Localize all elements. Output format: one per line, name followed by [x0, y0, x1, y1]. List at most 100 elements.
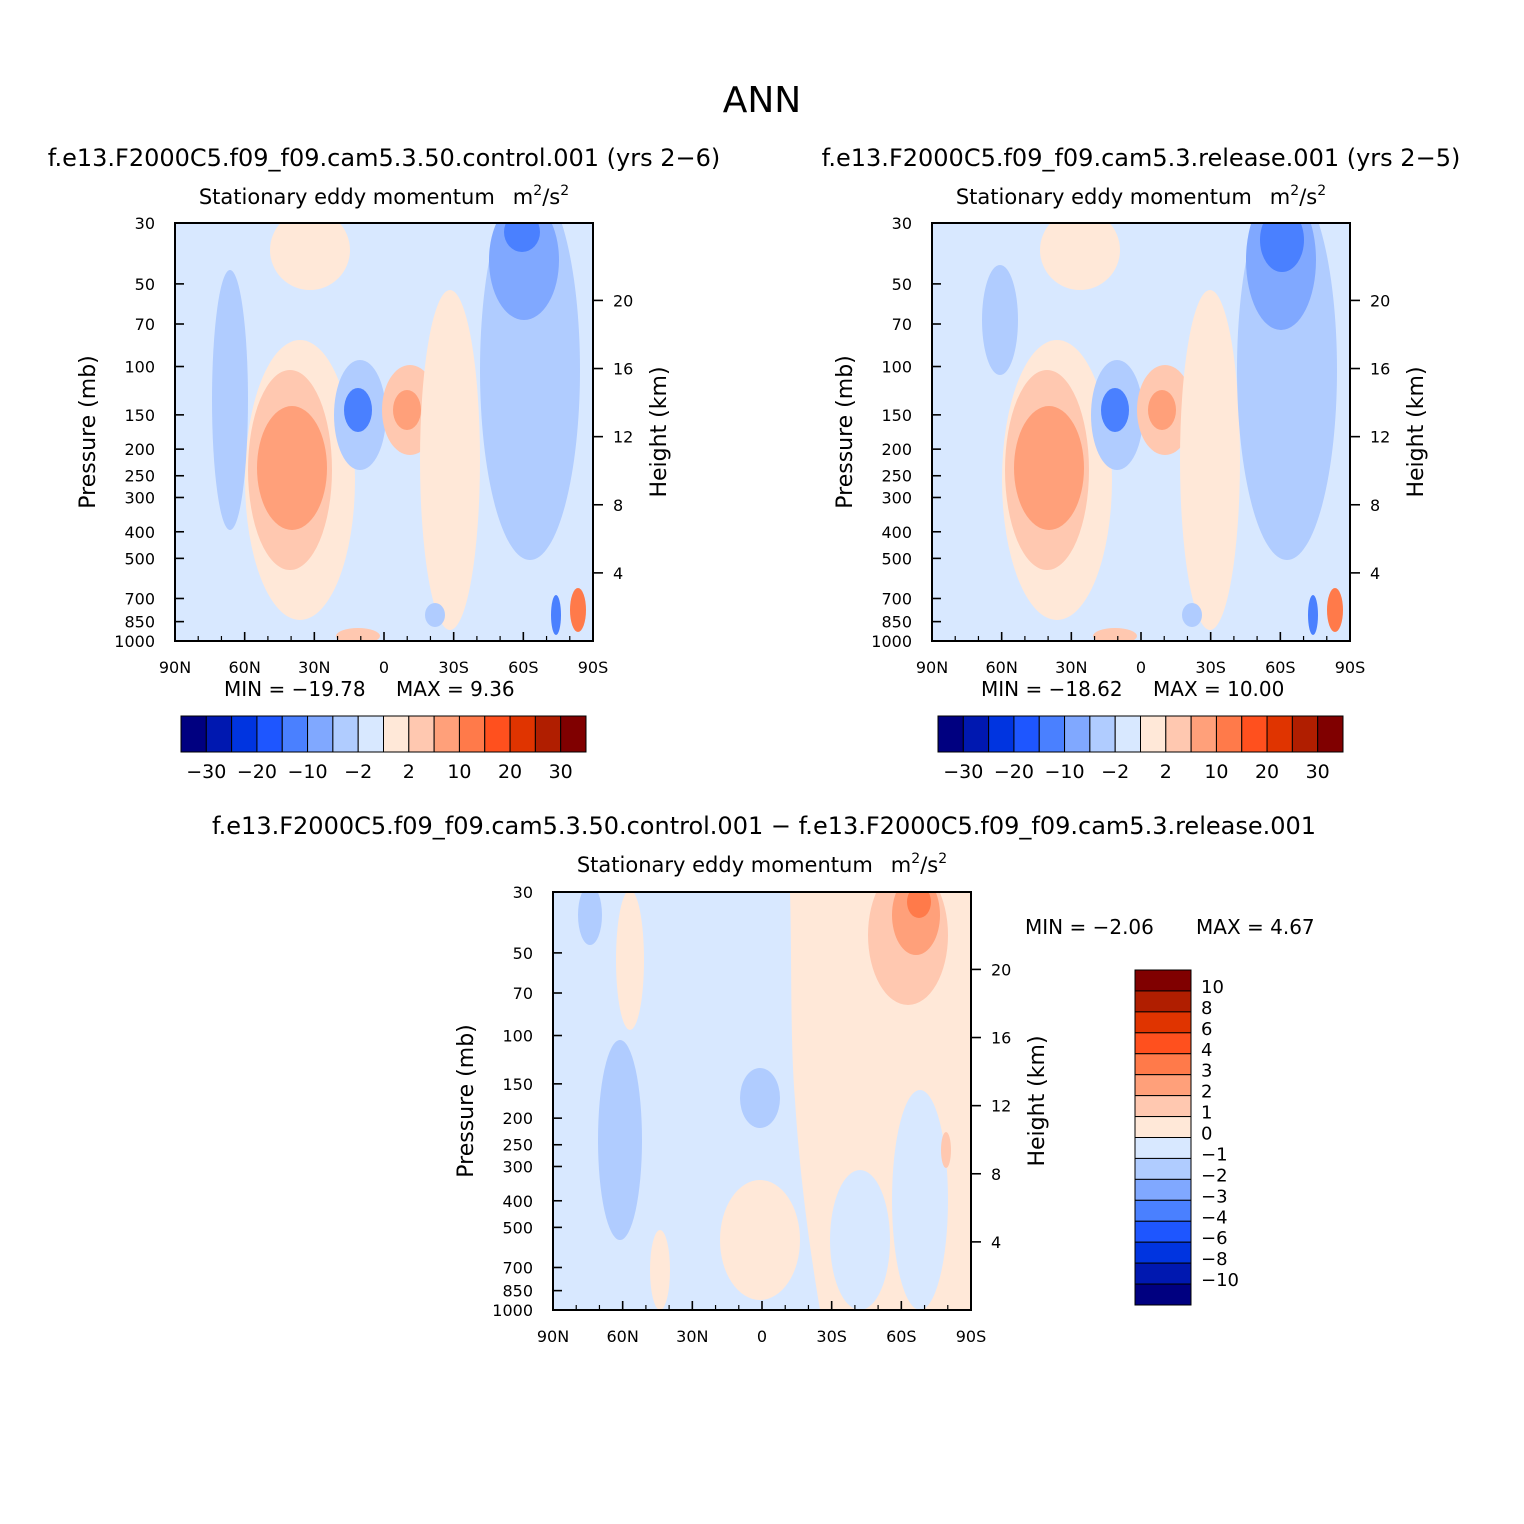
case-title: f.e13.F2000C5.f09_f09.cam5.3.release.001…	[822, 144, 1461, 172]
colorbar-label: −2	[1101, 761, 1129, 783]
x-tick-label: 0	[1136, 658, 1146, 677]
colorbar-box	[937, 715, 964, 753]
colorbar-label: −10	[1201, 1270, 1239, 1291]
x-tick-label: 60N	[229, 658, 261, 677]
y-tick-label: 400	[124, 523, 155, 542]
colorbar-box	[332, 715, 359, 753]
y2-axis-label: Height (km)	[647, 366, 672, 497]
x-tick-label: 60N	[986, 658, 1018, 677]
max-label: MAX = 4.67	[1196, 915, 1315, 939]
colorbar-label: 4	[1201, 1040, 1212, 1061]
y-tick-label: 70	[513, 984, 533, 1003]
colorbar-box	[1241, 715, 1268, 753]
max-label: MAX = 10.00	[1153, 677, 1284, 701]
colorbar-box	[1134, 1095, 1192, 1118]
contour-blob	[650, 1230, 670, 1310]
y-tick-label: 250	[502, 1136, 533, 1155]
contour-blob	[257, 406, 327, 530]
contour-blob	[420, 290, 480, 630]
y2-tick-label: 20	[1370, 291, 1390, 310]
contour-blob	[551, 595, 561, 635]
y2-tick-label: 12	[991, 1097, 1011, 1116]
colorbar-box	[180, 715, 207, 753]
colorbar-label: −8	[1201, 1249, 1228, 1270]
y2-axis-label: Height (km)	[1025, 1035, 1050, 1166]
contour-blob	[1040, 223, 1120, 290]
panel-subtitle: Stationary eddy momentum m2/s2	[199, 183, 569, 209]
contour-blob	[489, 223, 559, 320]
y-tick-label: 200	[502, 1109, 533, 1128]
y-tick-label: 300	[881, 488, 912, 507]
contour-blob	[1180, 290, 1240, 630]
colorbar-label: −2	[344, 761, 372, 783]
y-tick-label: 500	[502, 1218, 533, 1237]
y-tick-label: 70	[892, 315, 912, 334]
axes: 90N 60N 30N 0 30S 60S 90S 30 50 70 100 150 200 250 300…	[871, 214, 1390, 677]
panel-subtitle: Stationary eddy momentum m2/s2	[577, 851, 947, 877]
colorbar-box	[1134, 1157, 1192, 1180]
case-title: f.e13.F2000C5.f09_f09.cam5.3.50.control.…	[48, 144, 721, 172]
x-tick-label: 90S	[578, 658, 609, 677]
page-title: ANN	[723, 80, 802, 121]
min-label: MIN = −2.06	[1025, 915, 1154, 939]
contour-blob	[982, 265, 1018, 375]
colorbar-box	[433, 715, 460, 753]
colorbar-label: 2	[1201, 1082, 1212, 1103]
contour-blob	[616, 892, 644, 1030]
y2-tick-label: 4	[991, 1233, 1001, 1252]
y-tick-label: 500	[881, 549, 912, 568]
colorbar-label: 30	[1306, 761, 1330, 783]
y2-axis-label: Height (km)	[1404, 366, 1429, 497]
x-tick-label: 0	[379, 658, 389, 677]
y-tick-label: 150	[124, 406, 155, 425]
contour-blob	[578, 892, 602, 945]
y-tick-label: 300	[502, 1157, 533, 1176]
contour-blob	[740, 1068, 780, 1128]
contour-blob	[344, 388, 372, 432]
colorbar-box	[1134, 1074, 1192, 1097]
colorbar-label: 10	[447, 761, 471, 783]
contour-blob	[720, 1180, 800, 1300]
y-tick-label: 200	[881, 440, 912, 459]
colorbar-box	[1134, 1053, 1192, 1076]
case-title: f.e13.F2000C5.f09_f09.cam5.3.50.control.…	[212, 812, 1316, 840]
colorbar-label: −10	[288, 761, 328, 783]
x-tick-label: 30N	[676, 1327, 708, 1346]
colorbar-box	[1190, 715, 1217, 753]
colorbar-box	[1064, 715, 1091, 753]
plot-area	[175, 223, 593, 641]
y-tick-label: 100	[502, 1027, 533, 1046]
colorbar-box	[962, 715, 990, 753]
colorbar-label: −6	[1201, 1228, 1228, 1249]
colorbar-box	[1134, 990, 1192, 1013]
contour-blob	[907, 892, 931, 918]
colorbar-box	[1134, 1199, 1192, 1222]
colorbar-box	[534, 715, 562, 753]
contour-blob	[425, 603, 445, 627]
colorbar-box	[1134, 969, 1192, 992]
colorbar-box	[1134, 1262, 1192, 1285]
plot-area	[553, 892, 971, 1310]
y2-tick-label: 12	[1370, 428, 1390, 447]
y-tick-label: 1000	[871, 632, 912, 651]
colorbar-label: 20	[498, 761, 522, 783]
colorbar-label: −3	[1201, 1186, 1228, 1207]
contour-blob	[1327, 588, 1343, 632]
y-tick-label: 50	[135, 275, 155, 294]
contour-blob	[598, 1040, 642, 1240]
y-tick-label: 150	[881, 406, 912, 425]
colorbar-box	[1038, 715, 1066, 753]
colorbar-box	[1134, 1011, 1192, 1034]
colorbar-box	[205, 715, 233, 753]
colorbar-label: −20	[237, 761, 277, 783]
contour-blob	[1148, 390, 1176, 430]
colorbar-label: −10	[1045, 761, 1085, 783]
colorbar-label: 30	[549, 761, 573, 783]
colorbar-label: 0	[1201, 1124, 1212, 1145]
colorbar-box	[1013, 715, 1040, 753]
colorbar-label: 10	[1201, 977, 1224, 998]
y2-tick-label: 16	[1370, 360, 1390, 379]
contour-blob	[336, 628, 380, 641]
